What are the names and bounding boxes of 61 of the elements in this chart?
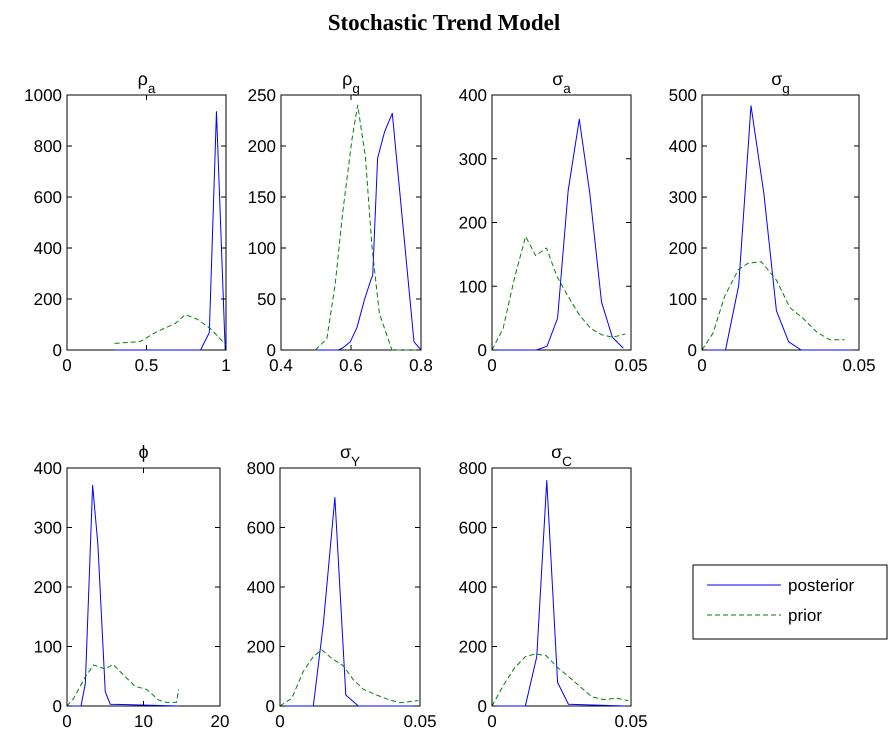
chart-title: σ$_{a}$ <box>552 69 572 96</box>
line-series <box>492 653 629 706</box>
y-tick-label: 600 <box>458 518 487 538</box>
y-tick-label: 400 <box>458 86 487 105</box>
chart-title: σ$_{Y}$ <box>340 442 360 468</box>
y-tick-label: 400 <box>34 459 62 478</box>
y-tick-label: 200 <box>458 214 487 232</box>
y-tick-label: 0 <box>688 341 697 360</box>
y-tick-label: 200 <box>458 638 487 656</box>
y-tick-label: 0 <box>52 697 62 716</box>
x-tick-label: 0.5 <box>134 356 158 375</box>
line-series <box>492 236 626 350</box>
y-tick-label: 600 <box>246 518 275 538</box>
x-tick-label: 0.8 <box>409 356 433 375</box>
x-tick-label: 0.6 <box>339 356 363 375</box>
y-tick-label: 0 <box>52 341 62 360</box>
y-tick-label: 500 <box>668 86 697 105</box>
y-tick-label: 200 <box>34 578 62 597</box>
y-tick-label: 1000 <box>24 86 62 105</box>
y-tick-label: 0 <box>478 341 487 360</box>
y-tick-label: 150 <box>248 188 276 207</box>
chart-title: ρ$_{a}$ <box>138 69 156 96</box>
y-tick-label: 50 <box>257 290 276 309</box>
x-tick-label: 0.05 <box>614 356 648 375</box>
y-tick-label: 800 <box>458 459 487 478</box>
x-tick-label: 0.05 <box>403 712 437 731</box>
y-tick-label: 300 <box>458 150 487 169</box>
y-tick-label: 800 <box>246 459 275 478</box>
x-tick-label: 20 <box>210 712 230 731</box>
x-tick-label: 1 <box>221 356 231 375</box>
x-tick-label: 0.05 <box>614 712 648 731</box>
y-tick-label: 0 <box>478 697 487 716</box>
y-tick-label: 400 <box>34 239 62 258</box>
chart-title: ϕ <box>138 442 149 462</box>
text: Stochastic Trend Model <box>328 10 560 35</box>
y-tick-label: 200 <box>248 137 276 156</box>
y-tick-label: 100 <box>34 638 62 656</box>
y-tick-label: 200 <box>246 638 275 656</box>
y-tick-label: 300 <box>34 518 62 538</box>
y-tick-label: 100 <box>248 239 276 258</box>
line-series <box>114 314 226 346</box>
x-tick-label: 0.05 <box>842 356 876 375</box>
legend-label: posterior <box>788 576 854 595</box>
y-tick-label: 200 <box>668 239 697 258</box>
y-tick-label: 100 <box>668 290 697 309</box>
y-tick-label: 100 <box>458 277 487 296</box>
line-series <box>280 649 419 706</box>
y-tick-label: 250 <box>248 86 276 105</box>
x-tick-label: 10 <box>134 712 153 731</box>
line-series <box>702 261 846 350</box>
line-series <box>66 664 180 706</box>
y-tick-label: 300 <box>668 188 697 207</box>
y-tick-label: 400 <box>458 578 487 597</box>
y-tick-label: 400 <box>668 137 697 156</box>
y-tick-label: 0 <box>266 697 275 716</box>
legend-label: prior <box>788 606 822 625</box>
y-tick-label: 400 <box>246 578 275 597</box>
y-tick-label: 800 <box>34 137 62 156</box>
chart-title: σ$_{C}$ <box>551 442 572 468</box>
y-tick-label: 600 <box>34 188 62 207</box>
y-tick-label: 200 <box>34 290 62 309</box>
